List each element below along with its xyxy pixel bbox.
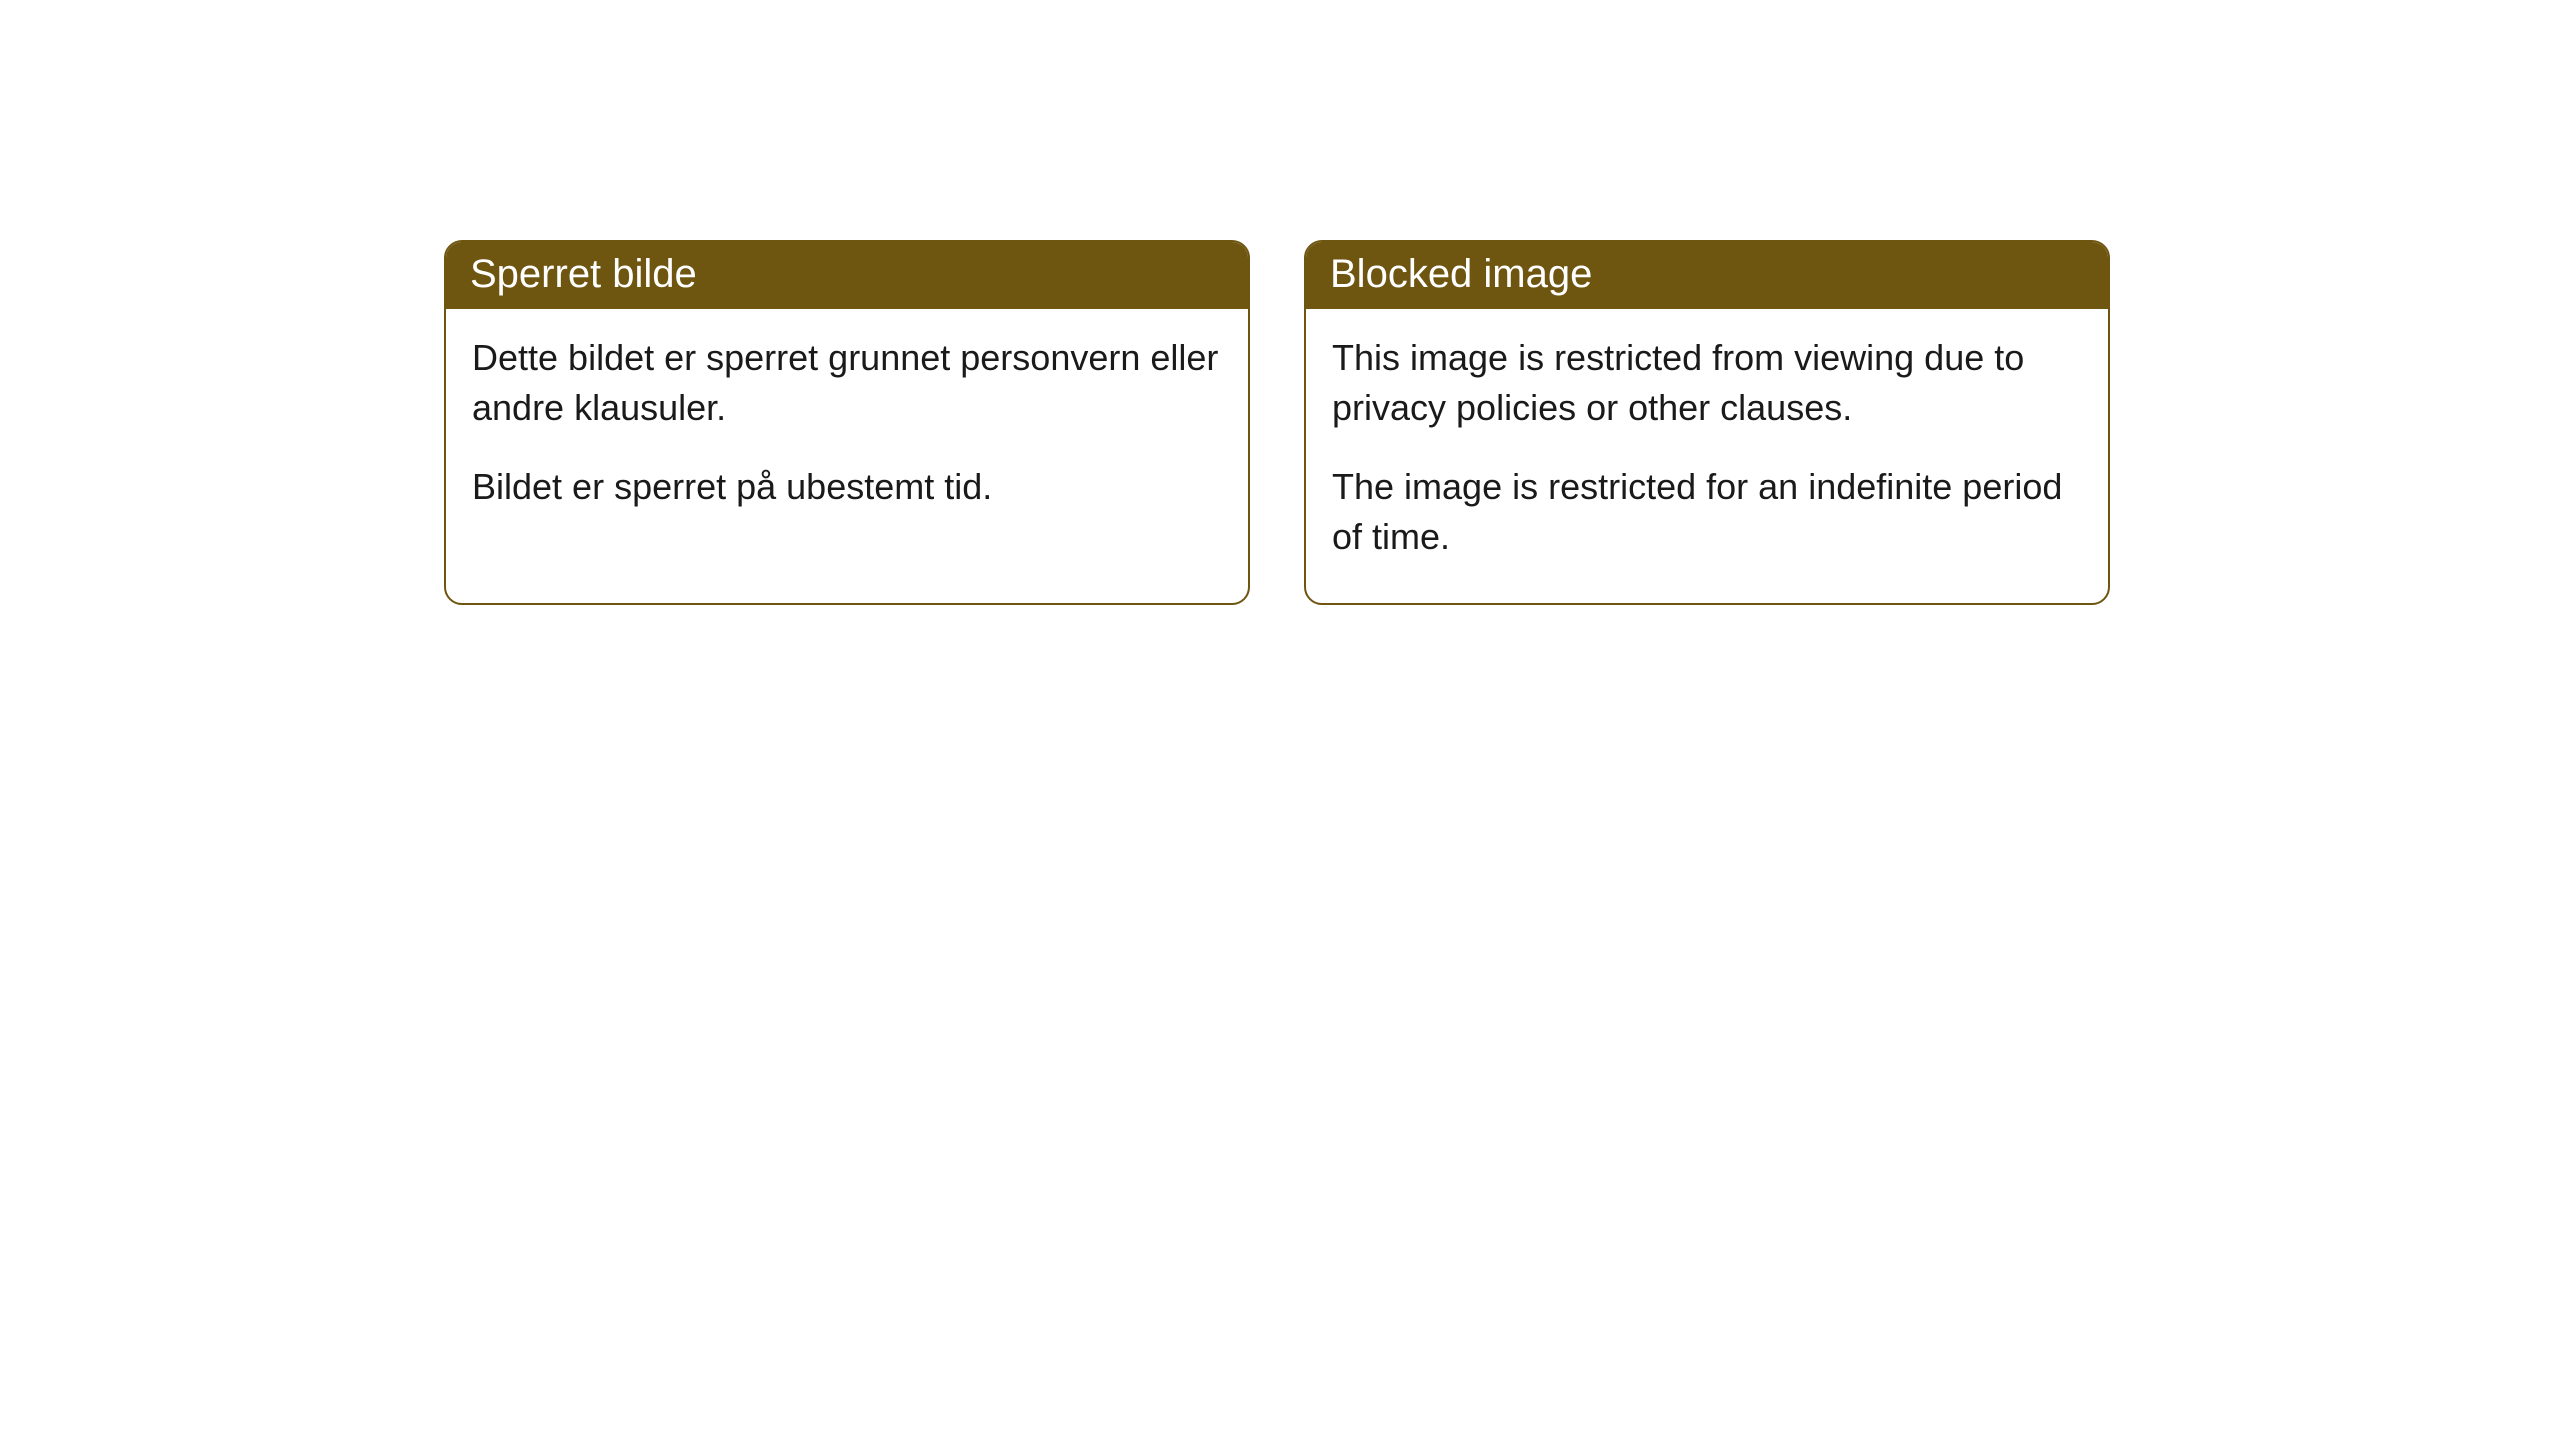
card-body-english: This image is restricted from viewing du… (1306, 309, 2108, 603)
card-paragraph-2-english: The image is restricted for an indefinit… (1332, 462, 2082, 563)
card-paragraph-1-norwegian: Dette bildet er sperret grunnet personve… (472, 333, 1222, 434)
card-body-norwegian: Dette bildet er sperret grunnet personve… (446, 309, 1248, 552)
card-header-english: Blocked image (1306, 242, 2108, 309)
blocked-image-card-norwegian: Sperret bilde Dette bildet er sperret gr… (444, 240, 1250, 605)
card-title-norwegian: Sperret bilde (470, 252, 697, 296)
cards-container: Sperret bilde Dette bildet er sperret gr… (0, 0, 2560, 605)
card-header-norwegian: Sperret bilde (446, 242, 1248, 309)
blocked-image-card-english: Blocked image This image is restricted f… (1304, 240, 2110, 605)
card-title-english: Blocked image (1330, 252, 1592, 296)
card-paragraph-2-norwegian: Bildet er sperret på ubestemt tid. (472, 462, 1222, 512)
card-paragraph-1-english: This image is restricted from viewing du… (1332, 333, 2082, 434)
